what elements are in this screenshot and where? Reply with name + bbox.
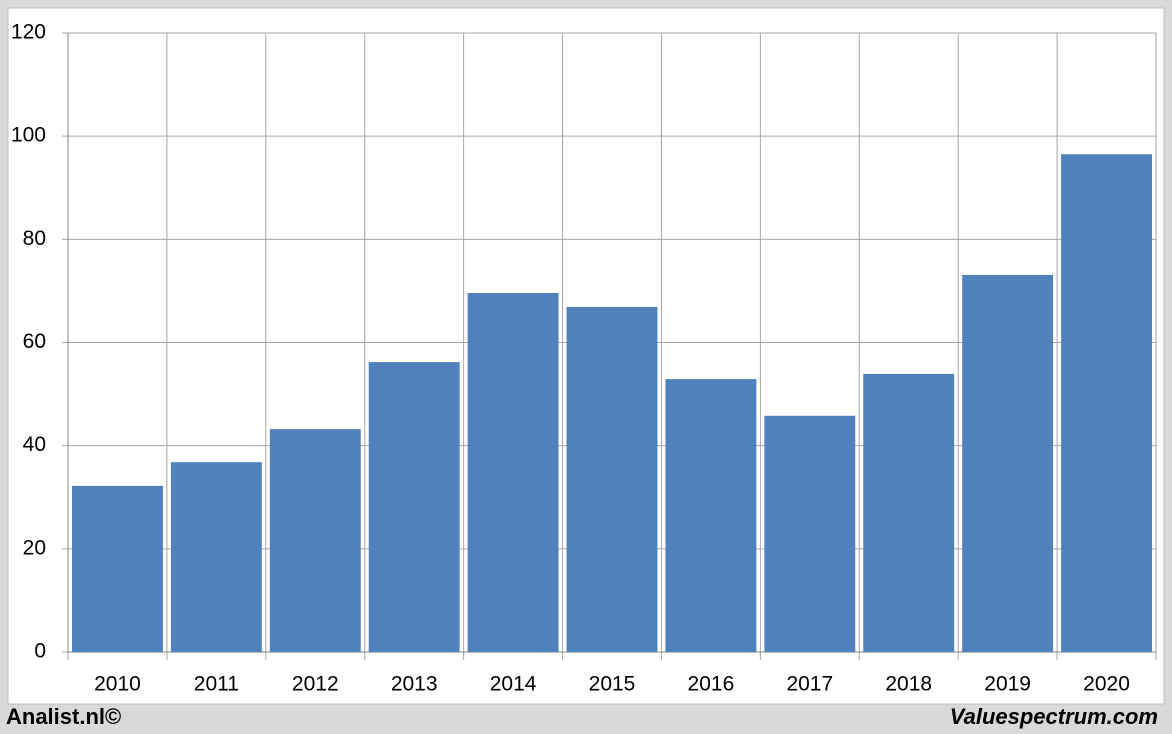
bar — [467, 292, 559, 652]
bar — [368, 362, 460, 652]
x-tick-label: 2020 — [1083, 673, 1130, 696]
x-tick-label: 2018 — [885, 673, 932, 696]
bar — [170, 462, 262, 652]
x-tick-label: 2011 — [194, 673, 239, 696]
bar — [1061, 154, 1152, 653]
bar — [962, 274, 1054, 652]
x-tick-label: 2017 — [786, 673, 833, 696]
y-tick-label: 60 — [23, 330, 46, 353]
footer-left: Analist.nl© — [6, 704, 121, 729]
bar — [269, 429, 361, 652]
y-tick-label: 100 — [11, 124, 46, 147]
y-tick-label: 20 — [23, 536, 46, 559]
bar — [72, 485, 163, 652]
y-tick-label: 40 — [23, 433, 46, 456]
y-tick-label: 80 — [23, 227, 46, 250]
bar — [764, 415, 856, 652]
footer-right: Valuespectrum.com — [950, 704, 1158, 729]
x-tick-label: 2013 — [391, 673, 438, 696]
y-tick-label: 120 — [11, 21, 46, 44]
x-tick-label: 2014 — [490, 673, 537, 696]
x-tick-label: 2012 — [292, 673, 339, 696]
bar — [863, 373, 955, 652]
bar — [665, 379, 757, 652]
y-tick-label: 0 — [34, 640, 46, 663]
bar — [566, 306, 658, 652]
x-tick-label: 2019 — [984, 673, 1031, 696]
x-tick-label: 2010 — [94, 673, 141, 696]
x-tick-label: 2015 — [589, 673, 636, 696]
x-tick-label: 2016 — [688, 673, 735, 696]
